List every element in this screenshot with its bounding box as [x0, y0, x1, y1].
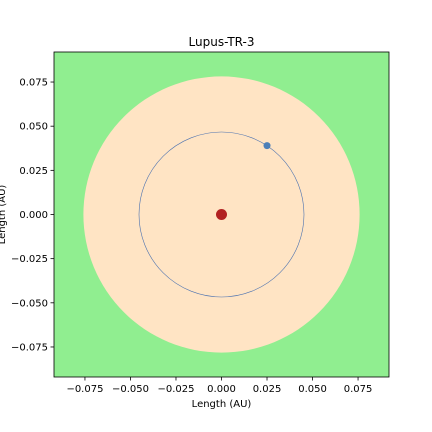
y-tick-label: 0.075 [19, 78, 48, 89]
y-tick-label: 0.000 [19, 210, 48, 221]
y-axis-label: Length (AU) [0, 185, 8, 245]
chart-title: Lupus-TR-3 [189, 35, 255, 49]
x-tick-label: 0.000 [207, 384, 236, 395]
x-tick-label: −0.025 [157, 384, 194, 395]
x-tick-label: −0.075 [66, 384, 103, 395]
y-axis-ticks: −0.075 −0.050 −0.025 0.000 0.025 0.050 0.075 [11, 78, 54, 353]
y-tick-label: −0.075 [11, 342, 48, 353]
planet-orbit-line [138, 131, 305, 298]
star-marker [216, 209, 227, 220]
y-tick-label: 0.025 [19, 166, 48, 177]
x-tick-label: 0.025 [253, 384, 282, 395]
y-tick-label: 0.050 [19, 122, 48, 133]
x-axis-ticks: −0.075 −0.050 −0.025 0.000 0.025 0.050 0.075 [66, 377, 372, 395]
x-tick-label: 0.075 [344, 384, 373, 395]
x-axis-label: Length (AU) [192, 399, 252, 410]
y-tick-label: −0.050 [11, 298, 48, 309]
planet-marker [263, 142, 271, 150]
y-tick-label: −0.025 [11, 254, 48, 265]
x-tick-label: 0.050 [298, 384, 327, 395]
x-tick-label: −0.050 [112, 384, 149, 395]
